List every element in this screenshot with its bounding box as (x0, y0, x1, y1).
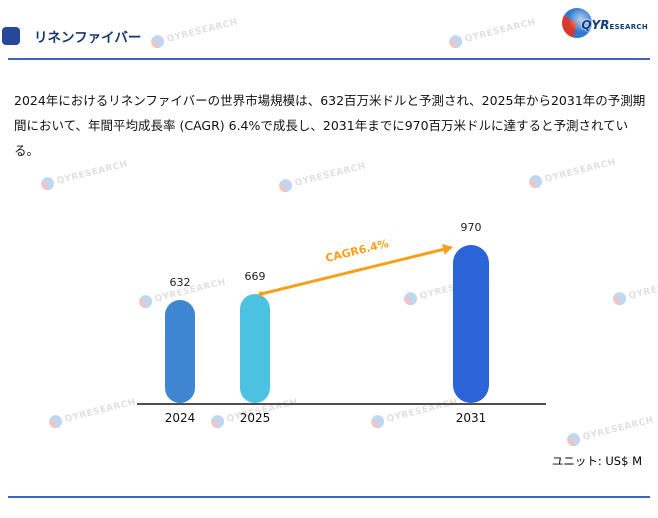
logo-text-bold: QYR (581, 17, 610, 32)
value-label-2031: 970 (460, 221, 482, 234)
logo-text: QYRESEARCH (581, 14, 648, 33)
category-label-2024: 2024 (164, 411, 196, 425)
watermark-text: QYRESEARCH (165, 16, 239, 45)
watermark-globe-icon (47, 413, 64, 430)
watermark-text: QYRESEARCH (293, 160, 367, 189)
footer-divider (8, 496, 650, 498)
bar-2024 (165, 300, 195, 403)
globe-icon (562, 8, 593, 38)
category-label-2025: 2025 (239, 411, 271, 425)
watermark-logo: QYRESEARCH (277, 159, 367, 194)
watermark-globe-icon (565, 431, 582, 448)
bar-2031 (453, 245, 489, 403)
watermark-text: QYRESEARCH (581, 414, 655, 443)
watermark-text: QYRESEARCH (627, 273, 658, 302)
qyresearch-logo: QYRESEARCH (562, 8, 648, 38)
watermark-logo: QYRESEARCH (149, 15, 239, 50)
header-accent-bar (2, 27, 20, 45)
bar-chart: CAGR6.4% 632 2024 669 2025 970 2031 (125, 196, 550, 441)
watermark-globe-icon (447, 33, 464, 50)
watermark-globe-icon (611, 290, 628, 307)
watermark-globe-icon (39, 175, 56, 192)
cagr-label: CAGR6.4% (324, 236, 390, 265)
value-label-2024: 632 (169, 276, 191, 289)
unit-label: ユニット: US$ M (551, 454, 642, 468)
watermark-globe-icon (149, 33, 166, 50)
value-label-2025: 669 (244, 270, 266, 283)
watermark-text: QYRESEARCH (463, 16, 537, 45)
watermark-logo: QYRESEARCH (611, 272, 658, 307)
category-label-2031: 2031 (455, 411, 487, 425)
watermark-globe-icon (277, 177, 294, 194)
page-title: リネンファイバー (34, 30, 142, 46)
watermark-globe-icon (527, 173, 544, 190)
header-divider (8, 58, 650, 60)
logo-text-rest: ESEARCH (609, 22, 648, 31)
watermark-logo: QYRESEARCH (47, 395, 137, 430)
bar-2025 (240, 294, 270, 403)
watermark-logo: QYRESEARCH (447, 15, 537, 50)
watermark-logo: QYRESEARCH (565, 413, 655, 448)
summary-paragraph: 2024年におけるリネンファイバーの世界市場規模は、632百万米ドルと予測され、… (14, 93, 646, 158)
x-axis (137, 403, 546, 405)
